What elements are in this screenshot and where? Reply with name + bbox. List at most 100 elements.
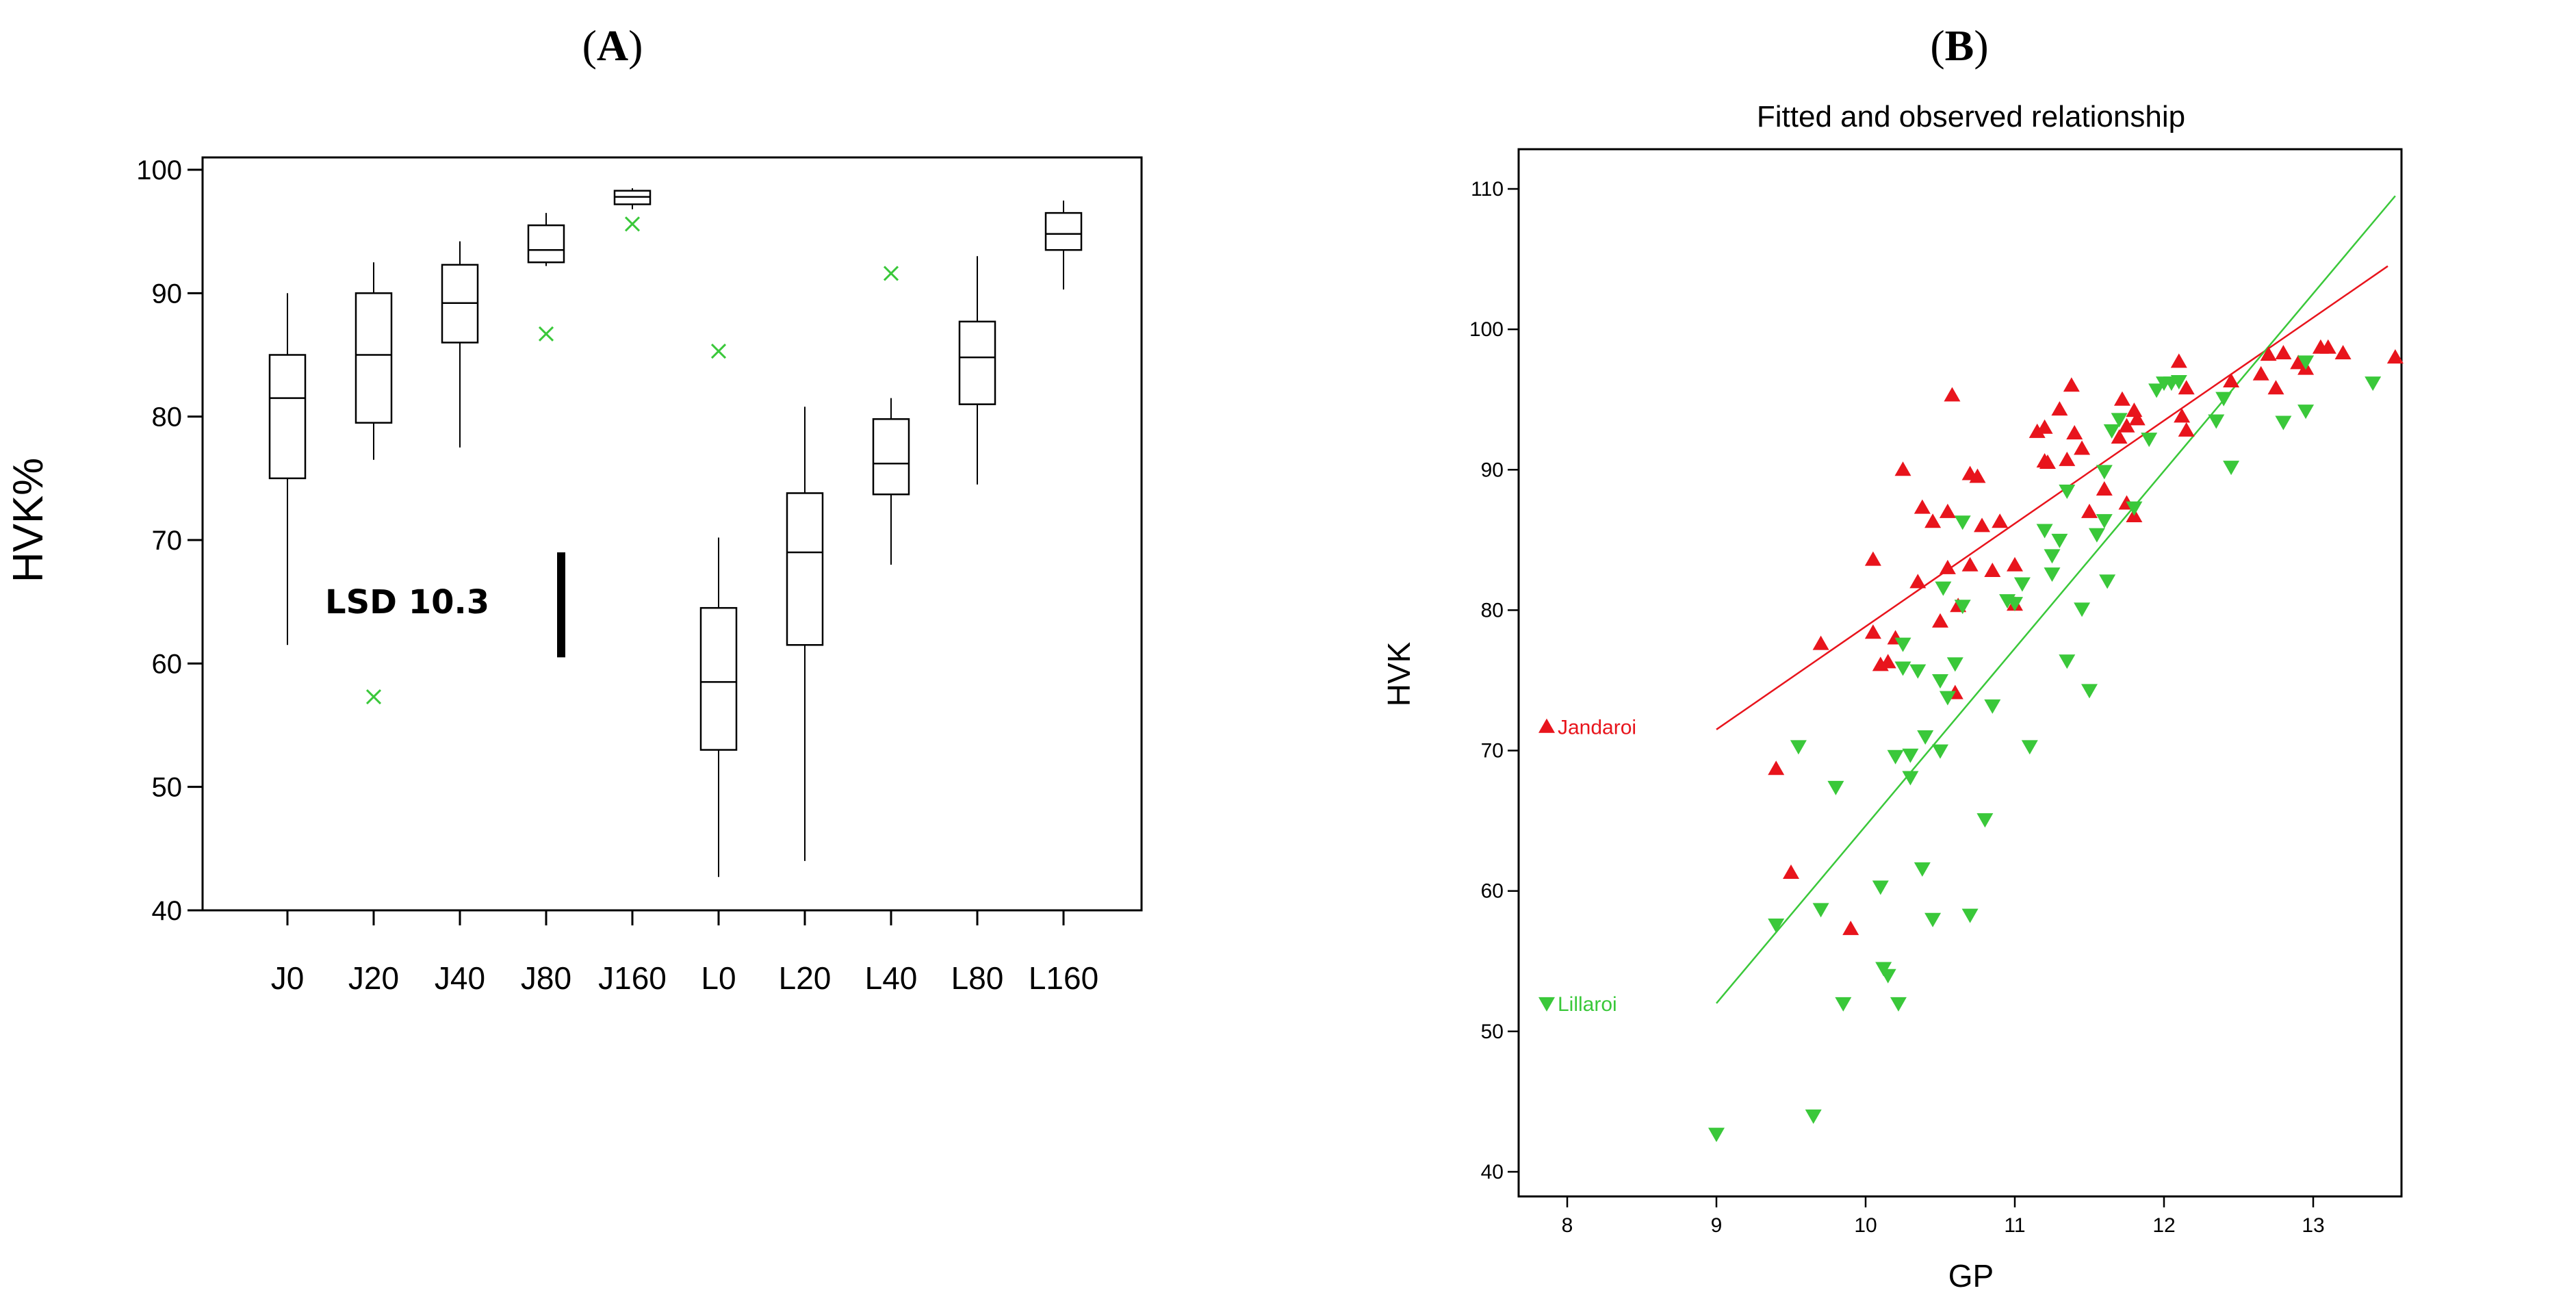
data-point-jandaroi: [1939, 503, 1956, 518]
iqr-box: [958, 320, 996, 405]
data-point-lillaroi: [2099, 574, 2116, 589]
panel-b-x-axis-label: GP: [1948, 1258, 1994, 1294]
panel-b-y-tick-label: 80: [1481, 599, 1504, 621]
data-point-jandaroi: [2178, 380, 2195, 395]
data-point-lillaroi: [2223, 461, 2240, 476]
panel-a-category-label: J20: [348, 960, 399, 996]
data-point-jandaroi: [2051, 401, 2068, 416]
panel-a-y-tick-label: 100: [136, 155, 182, 185]
data-point-lillaroi: [1827, 780, 1844, 795]
data-point-jandaroi: [1842, 921, 1859, 936]
panel-b-x-tick-label: 10: [1854, 1214, 1877, 1237]
data-point-lillaroi: [1879, 969, 1896, 984]
panel-b-x-tick-label: 11: [2004, 1214, 2025, 1237]
panel-b-x-tick-label: 8: [1562, 1214, 1573, 1237]
panel-a-y-tick-label: 40: [152, 896, 183, 926]
data-point-lillaroi: [1805, 1109, 1822, 1124]
lsd-annotation: LSD 10.3: [325, 583, 489, 621]
data-point-lillaroi: [1902, 748, 1919, 763]
data-point-lillaroi: [2051, 533, 2068, 548]
panel-a-category-label: L80: [951, 960, 1004, 996]
data-point-lillaroi: [2088, 528, 2105, 543]
iqr-box: [699, 606, 738, 751]
box-J160: [613, 188, 652, 232]
data-point-jandaroi: [2170, 353, 2187, 368]
iqr-box: [527, 224, 565, 264]
panel-b-y-tick-label: 90: [1481, 459, 1504, 481]
data-point-jandaroi: [2252, 366, 2269, 381]
data-point-jandaroi: [2036, 419, 2053, 434]
panel-a-y-tick-label: 90: [152, 279, 183, 309]
data-point-jandaroi: [1909, 574, 1927, 589]
panel-a-boxplot: HVK% 40 50 60 70 80 90 100 J0 J20 J40 J80 J160 L0 L2…: [5, 155, 1143, 996]
panel-b-y-tick-label: 40: [1481, 1161, 1504, 1183]
data-point-lillaroi: [1835, 997, 1852, 1012]
data-point-jandaroi: [1768, 760, 1785, 775]
data-point-jandaroi: [2386, 349, 2404, 364]
data-point-lillaroi: [1894, 637, 1911, 652]
legend-item-jandaroi: Jandaroi: [1538, 717, 1636, 739]
box-L80: [958, 256, 996, 485]
data-point-lillaroi: [1909, 664, 1927, 679]
data-point-lillaroi: [1939, 691, 1956, 706]
panel-b-letter: B: [1945, 21, 1974, 70]
data-point-jandaroi: [1864, 551, 1881, 566]
panel-b-plot-frame: [1517, 148, 2403, 1198]
panel-b-y-tick-label: 50: [1481, 1021, 1504, 1043]
data-point-lillaroi: [1894, 661, 1911, 676]
data-point-jandaroi: [2260, 346, 2277, 361]
data-point-lillaroi: [2021, 740, 2038, 755]
panel-b-y-tick-label: 60: [1481, 880, 1504, 903]
data-point-lillaroi: [1902, 771, 1919, 786]
data-point-jandaroi: [1864, 624, 1881, 639]
data-point-lillaroi: [1768, 918, 1785, 933]
panel-a-y-axis-label: HVK%: [5, 458, 52, 583]
data-point-lillaroi: [1872, 880, 1889, 895]
data-point-lillaroi: [2148, 383, 2165, 398]
iqr-box: [268, 354, 307, 480]
data-point-jandaroi: [2028, 423, 2046, 438]
data-point-jandaroi: [2007, 556, 2023, 572]
box-J20: [355, 262, 393, 705]
data-point-lillaroi: [1790, 740, 1807, 755]
data-point-lillaroi: [1887, 749, 1904, 765]
iqr-box: [872, 418, 910, 496]
panel-b-x-tick-label: 13: [2302, 1214, 2324, 1237]
panel-a-category-label: L40: [865, 960, 918, 996]
data-point-jandaroi: [1992, 513, 2009, 528]
data-point-jandaroi: [2267, 380, 2284, 395]
panel-b-y-tick-label: 100: [1469, 318, 1504, 341]
data-point-lillaroi: [2007, 597, 2023, 612]
data-point-lillaroi: [2036, 524, 2053, 539]
data-point-jandaroi: [2223, 373, 2240, 388]
outlier-marker: [538, 326, 554, 342]
panel-a-category-label: J80: [521, 960, 571, 996]
box-L160: [1044, 201, 1083, 290]
data-point-lillaroi: [2141, 433, 2158, 448]
outlier-marker: [883, 266, 899, 281]
data-point-lillaroi: [2059, 485, 2076, 500]
data-point-jandaroi: [1879, 654, 1896, 669]
data-point-jandaroi: [2039, 454, 2056, 470]
data-point-lillaroi: [2170, 375, 2187, 390]
data-point-jandaroi: [1939, 559, 1956, 574]
data-point-lillaroi: [2081, 684, 2098, 699]
box-J0: [268, 293, 307, 645]
panel-b-y-axis-label: HVK: [1381, 641, 1417, 706]
legend-marker: [1538, 718, 1555, 733]
data-point-lillaroi: [2297, 405, 2315, 420]
data-point-lillaroi: [2096, 465, 2113, 480]
panel-a-y-tick-label: 80: [152, 402, 183, 433]
data-point-lillaroi: [1890, 997, 1907, 1012]
data-point-jandaroi: [1961, 556, 1979, 572]
data-point-jandaroi: [2275, 345, 2292, 360]
data-point-jandaroi: [1932, 613, 1948, 628]
data-point-lillaroi: [1935, 581, 1952, 596]
box-J40: [441, 241, 479, 448]
data-point-jandaroi: [2174, 408, 2191, 423]
data-point-jandaroi: [2074, 440, 2091, 455]
data-point-lillaroi: [2215, 392, 2232, 407]
data-point-lillaroi: [2365, 376, 2382, 392]
panel-b-x-tick-label: 9: [1711, 1214, 1723, 1237]
data-point-lillaroi: [2275, 415, 2292, 431]
